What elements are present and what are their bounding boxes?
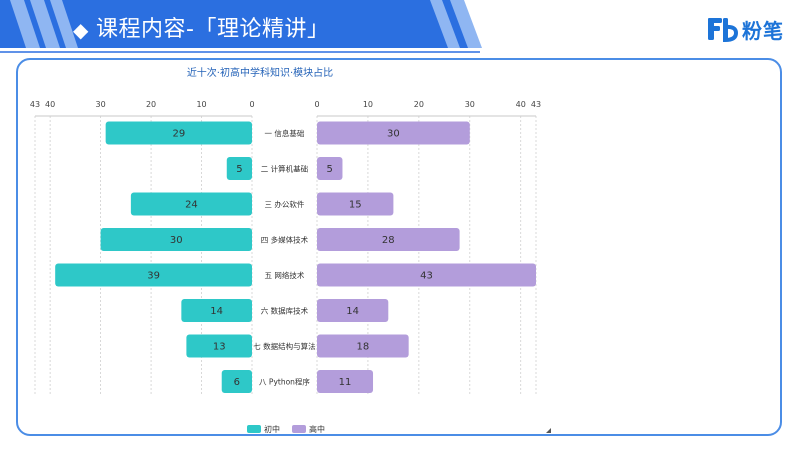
legend-swatch-series-1 (292, 425, 306, 433)
brand-name: 粉笔 (742, 18, 784, 43)
legend-item-series-1[interactable]: 高中 (292, 424, 325, 435)
right-tick-label: 20 (414, 100, 424, 109)
bar-right (317, 299, 389, 322)
bar-right-value-label: 11 (339, 377, 352, 388)
left-tick-label: 0 (249, 100, 254, 109)
bar-left-value-label: 29 (172, 129, 185, 140)
right-tick-label: 0 (314, 100, 319, 109)
category-label: 六 数据库技术 (261, 306, 309, 316)
page-title: 课程内容-「理论精讲」 (96, 17, 330, 42)
legend-label-series-1: 高中 (309, 424, 325, 434)
bar-right (317, 121, 470, 145)
bar-left-value-label: 6 (234, 377, 240, 388)
bar-right (317, 334, 409, 358)
bar-left-value-label: 30 (170, 235, 183, 246)
bar-right-value-label: 28 (382, 235, 395, 246)
left-tick-label: 43 (30, 100, 40, 109)
bar-left (105, 121, 253, 145)
bar-left-value-label: 13 (213, 342, 226, 353)
right-tick-label: 10 (363, 100, 373, 109)
category-label: 五 网络技术 (265, 270, 305, 280)
bar-left-value-label: 5 (236, 164, 242, 175)
bar-left-value-label: 24 (185, 200, 198, 211)
bar-left (226, 157, 252, 180)
category-label: 二 计算机基础 (261, 164, 308, 174)
bar-right-value-label: 15 (349, 200, 362, 211)
fenbi-logo-icon (708, 18, 738, 43)
left-tick-label: 20 (146, 100, 156, 109)
diamond-bullet-icon: ◆ (73, 18, 89, 42)
bar-left-value-label: 39 (147, 271, 160, 282)
right-tick-label: 40 (516, 100, 526, 109)
header-banner-graphic (0, 0, 482, 53)
bar-right (317, 228, 460, 251)
left-tick-label: 10 (196, 100, 206, 109)
right-tick-label: 43 (531, 100, 541, 109)
bar-right-value-label: 43 (420, 271, 433, 282)
bar-right-value-label: 5 (327, 164, 333, 175)
bar-left (181, 299, 252, 322)
bar-right (317, 192, 394, 216)
bar-right-value-label: 30 (387, 129, 400, 140)
chart-title: 近十次·初高中学科知识·模块占比 (186, 68, 334, 79)
bar-right (317, 263, 536, 287)
chart-legend: 初中 高中 (247, 423, 325, 435)
bar-right (317, 370, 374, 393)
category-label: 一 信息基础 (265, 128, 305, 138)
left-tick-label: 40 (45, 100, 55, 109)
right-tick-label: 30 (465, 100, 475, 109)
category-label: 四 多媒体技术 (261, 235, 309, 245)
bar-right (317, 157, 343, 180)
brand-logo: 粉笔 (706, 14, 784, 44)
bar-right-value-label: 18 (356, 342, 369, 353)
left-tick-label: 30 (96, 100, 106, 109)
legend-item-series-0[interactable]: 初中 (247, 424, 280, 435)
bar-left (186, 334, 252, 358)
resize-corner-icon (546, 428, 551, 433)
bar-right-value-label: 14 (346, 306, 359, 317)
category-label: 七 数据结构与算法 (253, 341, 316, 351)
bar-left (55, 263, 252, 287)
legend-label-series-0: 初中 (264, 424, 280, 434)
legend-swatch-series-0 (247, 425, 261, 433)
bar-left (221, 370, 252, 393)
header-band: ◆ 课程内容-「理论精讲」 (0, 0, 800, 60)
bar-left (100, 228, 253, 251)
category-label: 八 Python程序 (259, 377, 310, 387)
bar-left-value-label: 14 (210, 306, 223, 317)
bar-left (130, 192, 252, 216)
category-label: 三 办公软件 (265, 199, 305, 209)
